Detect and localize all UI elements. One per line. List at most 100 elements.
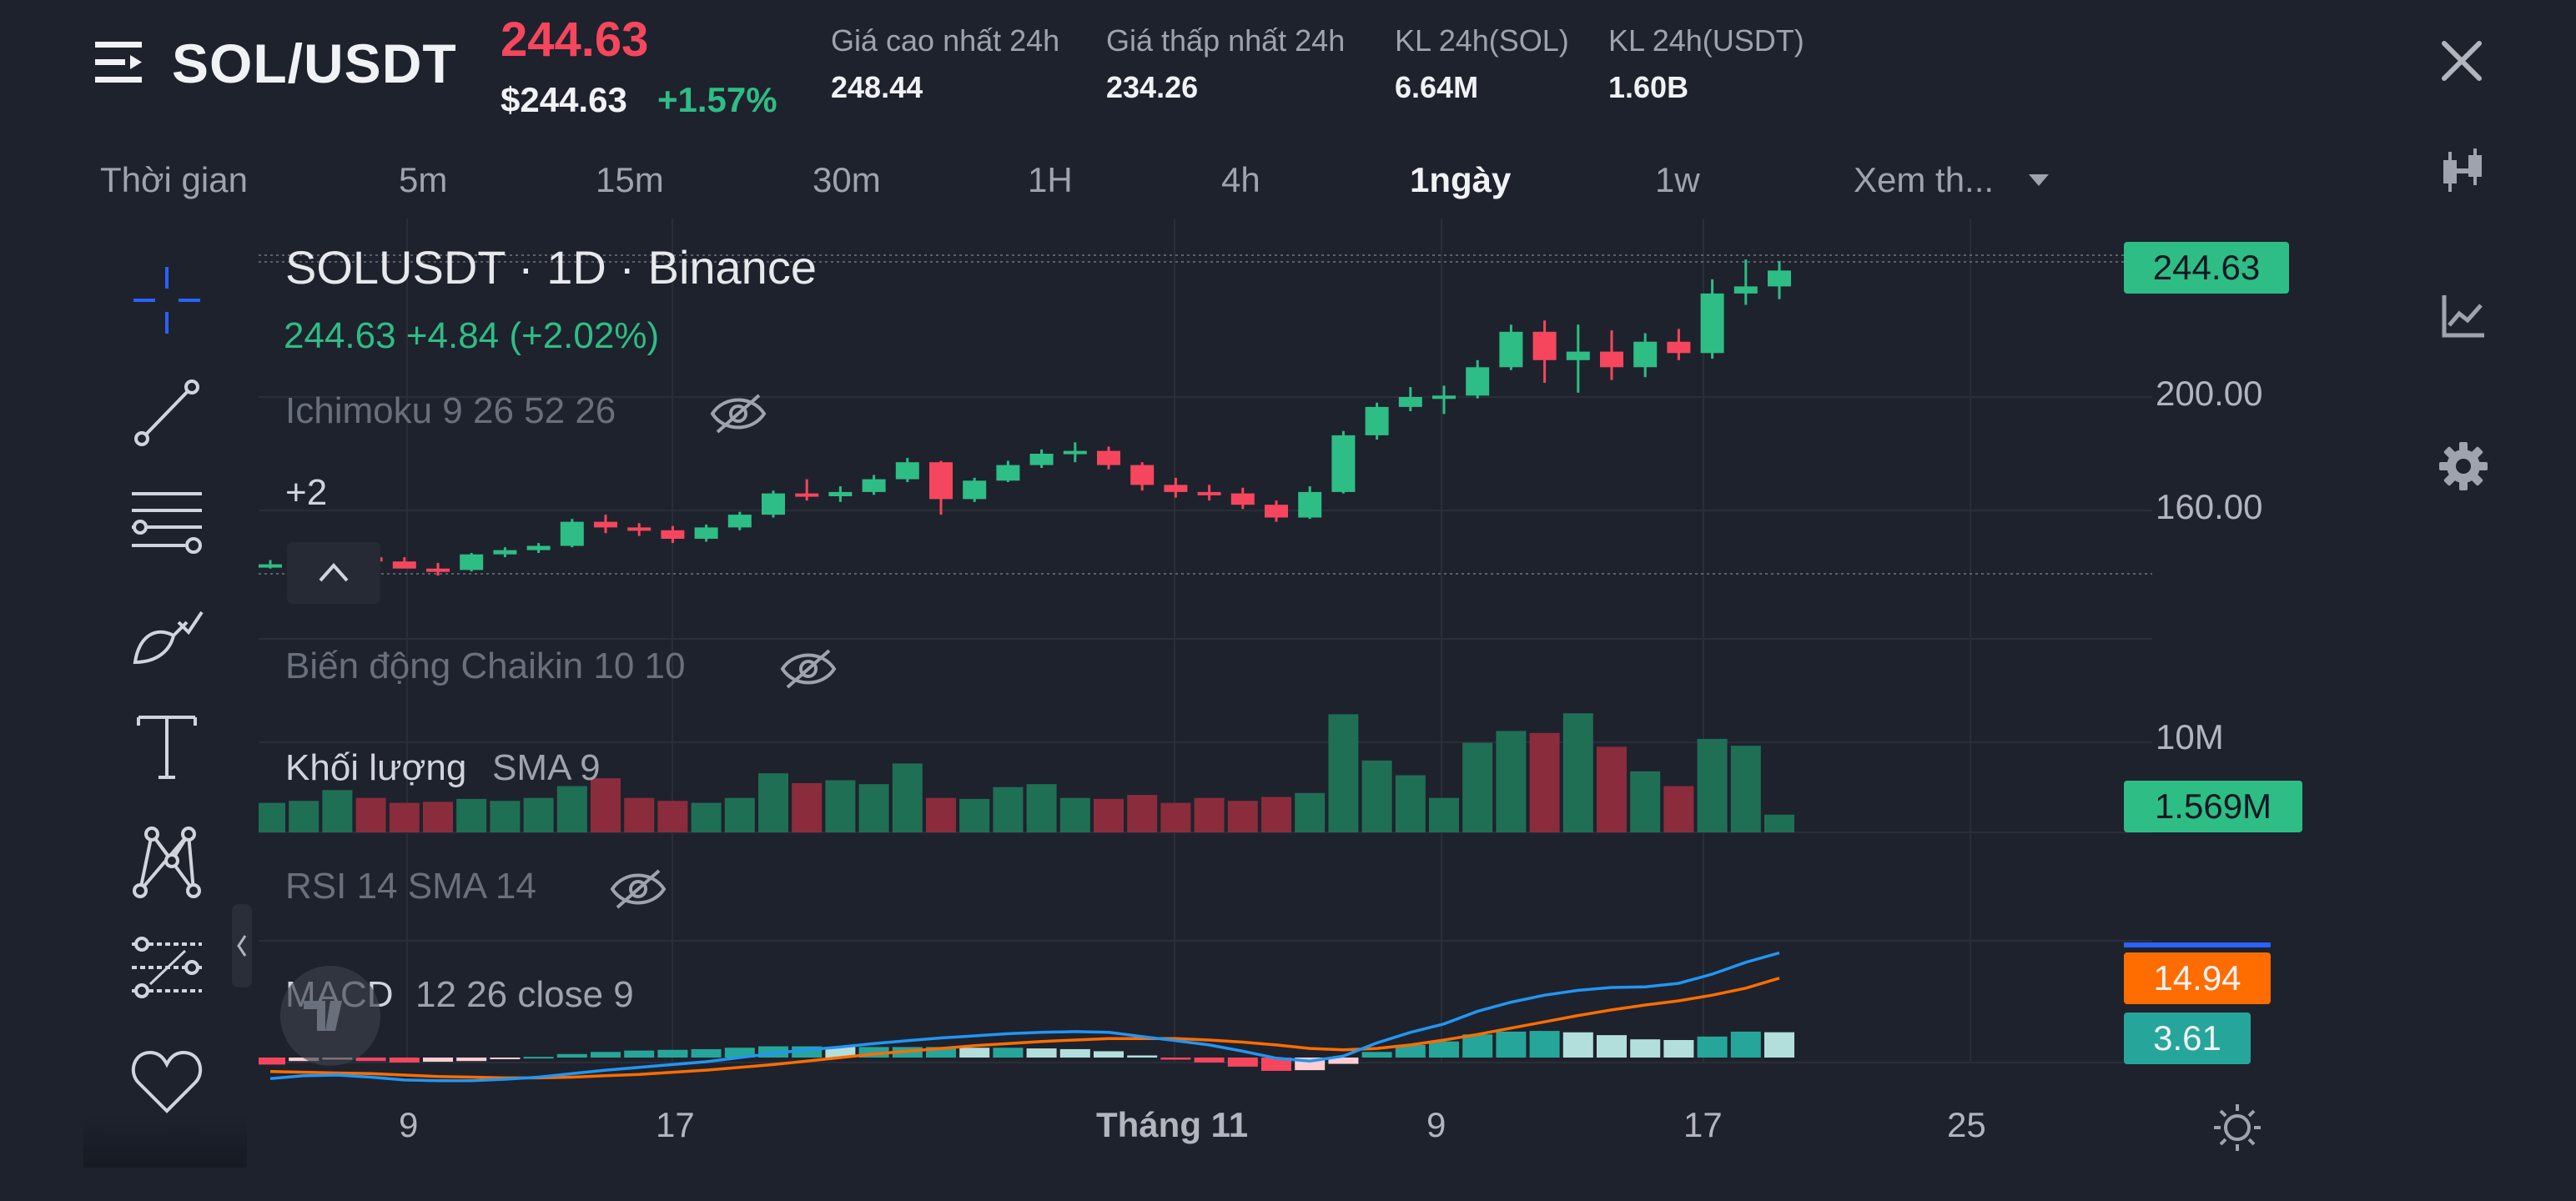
volume-bar: [1730, 746, 1761, 832]
chaikin-legend[interactable]: Biến động Chaikin 10 10: [285, 646, 686, 686]
candles: [259, 259, 1791, 576]
eye-hidden-icon[interactable]: [709, 390, 767, 437]
macd-histogram-bar: [1395, 1044, 1426, 1058]
volume-bar: [355, 797, 386, 832]
date-axis-tick: 17: [1683, 1105, 1723, 1144]
volume-bar: [423, 802, 453, 832]
tab-1h[interactable]: 1H: [1028, 160, 1073, 199]
macd-histogram-bar: [1697, 1036, 1728, 1058]
macd-histogram-bar: [1227, 1058, 1258, 1067]
volume-bar: [825, 780, 856, 832]
volume-bar: [523, 797, 554, 832]
volume-bar: [1429, 797, 1459, 832]
candle-body: [795, 493, 819, 497]
candle-body: [1298, 491, 1322, 518]
chart-canvas[interactable]: [255, 219, 2344, 1178]
trend-line-icon[interactable]: [127, 372, 207, 452]
volume-bar: [1562, 713, 1593, 832]
stat-high-label: Giá cao nhất 24h: [831, 23, 1060, 58]
ichimoku-legend[interactable]: Ichimoku 9 26 52 26: [285, 390, 616, 431]
macd-histogram-bar: [1094, 1051, 1124, 1058]
tab-1day[interactable]: 1ngày: [1410, 160, 1512, 199]
candle-body: [1230, 493, 1255, 505]
candle-body: [1700, 293, 1724, 354]
macd-histogram-bar: [825, 1047, 856, 1058]
macd-histogram-bar: [1026, 1048, 1057, 1058]
chart-area[interactable]: SOLUSDT · 1D · Binance 244.63 +4.84 (+2.…: [255, 219, 2344, 1178]
tab-30m[interactable]: 30m: [813, 160, 881, 199]
candle-body: [762, 493, 785, 515]
macd-histogram-bar: [289, 1058, 319, 1062]
close-icon[interactable]: [2436, 35, 2488, 87]
macd-histogram-bar: [959, 1048, 990, 1058]
tab-4h[interactable]: 4h: [1221, 160, 1260, 199]
date-axis-tick: 25: [1947, 1105, 1986, 1144]
candle-body: [1600, 351, 1623, 368]
candle-body: [1733, 286, 1758, 294]
tab-5m[interactable]: 5m: [399, 160, 448, 199]
eye-hidden-icon[interactable]: [609, 866, 667, 912]
candle-body: [1398, 397, 1422, 407]
toolbar-collapse-handle[interactable]: [232, 904, 252, 987]
more-indicators-count[interactable]: +2: [285, 472, 328, 513]
candle-body: [1029, 454, 1054, 465]
macd-line-marker: [2124, 942, 2271, 947]
macd-histogram-bar: [591, 1052, 621, 1058]
candlestick-type-icon[interactable]: [2436, 143, 2491, 198]
tab-1w[interactable]: 1w: [1655, 160, 1700, 199]
sun-theme-icon[interactable]: [2212, 1103, 2262, 1153]
tab-more-timeframes[interactable]: Xem th...: [1854, 160, 1995, 199]
ohlc-legend: 244.63 +4.84 (+2.02%): [284, 315, 660, 356]
date-axis-tick: 17: [656, 1105, 695, 1144]
macd-histogram-bar: [556, 1053, 587, 1058]
dropdown-arrow-icon[interactable]: [2027, 172, 2050, 188]
volume-legend[interactable]: Khối lượng: [285, 747, 467, 788]
volume-bar: [591, 778, 621, 832]
settings-gear-icon[interactable]: [2436, 439, 2491, 494]
chart-grid: [259, 219, 2152, 1063]
candle-body: [1063, 450, 1087, 455]
chart-title[interactable]: SOLUSDT · 1D · Binance: [285, 241, 817, 294]
macd-pane: [255, 951, 1794, 1083]
eye-hidden-icon[interactable]: [779, 646, 838, 692]
candle-body: [259, 564, 282, 568]
macd-histogram-bar: [1630, 1039, 1661, 1058]
crosshair-icon[interactable]: [127, 260, 207, 340]
measure-tool-icon[interactable]: [127, 927, 207, 1008]
volume-bar: [1462, 742, 1493, 832]
macd-histogram-bar: [1663, 1040, 1694, 1058]
macd-histogram-bar: [355, 1058, 386, 1062]
collapse-legend-button[interactable]: [287, 542, 380, 604]
text-tool-icon[interactable]: [127, 706, 207, 786]
candle-body: [694, 527, 718, 539]
volume-bar: [389, 802, 420, 832]
tab-time-label[interactable]: Thời gian: [100, 160, 248, 199]
macd-histogram-bar: [1462, 1034, 1493, 1058]
tab-15m[interactable]: 15m: [596, 160, 664, 199]
volume-bar: [1361, 760, 1392, 832]
stat-low-value: 234.26: [1106, 70, 1199, 104]
macd-histogram-bar: [1160, 1058, 1191, 1060]
candle-body: [1667, 341, 1691, 354]
macd-histogram-bar: [1562, 1032, 1593, 1058]
pattern-tool-icon[interactable]: [127, 819, 207, 899]
candle-body: [1331, 435, 1356, 492]
volume-bar: [1597, 746, 1627, 832]
candle-body: [862, 479, 886, 492]
rsi-legend[interactable]: RSI 14 SMA 14: [285, 866, 536, 907]
favorites-heart-icon[interactable]: [127, 1041, 207, 1121]
candle-body: [560, 521, 584, 546]
menu-icon[interactable]: [93, 37, 145, 88]
volume-bar: [1529, 732, 1560, 832]
volume-bar: [1630, 771, 1661, 832]
volume-bars: [255, 713, 1794, 832]
brush-icon[interactable]: [127, 597, 207, 677]
volume-bar: [1764, 814, 1794, 832]
macd-histogram-bar: [691, 1048, 722, 1058]
symbol-title[interactable]: SOL/USDT: [172, 33, 457, 94]
fib-retracement-icon[interactable]: [127, 482, 207, 562]
candle-body: [727, 515, 752, 528]
stat-high-value: 248.44: [831, 70, 923, 104]
indicators-chart-icon[interactable]: [2436, 289, 2491, 344]
macd-histogram-bar: [1059, 1048, 1090, 1058]
